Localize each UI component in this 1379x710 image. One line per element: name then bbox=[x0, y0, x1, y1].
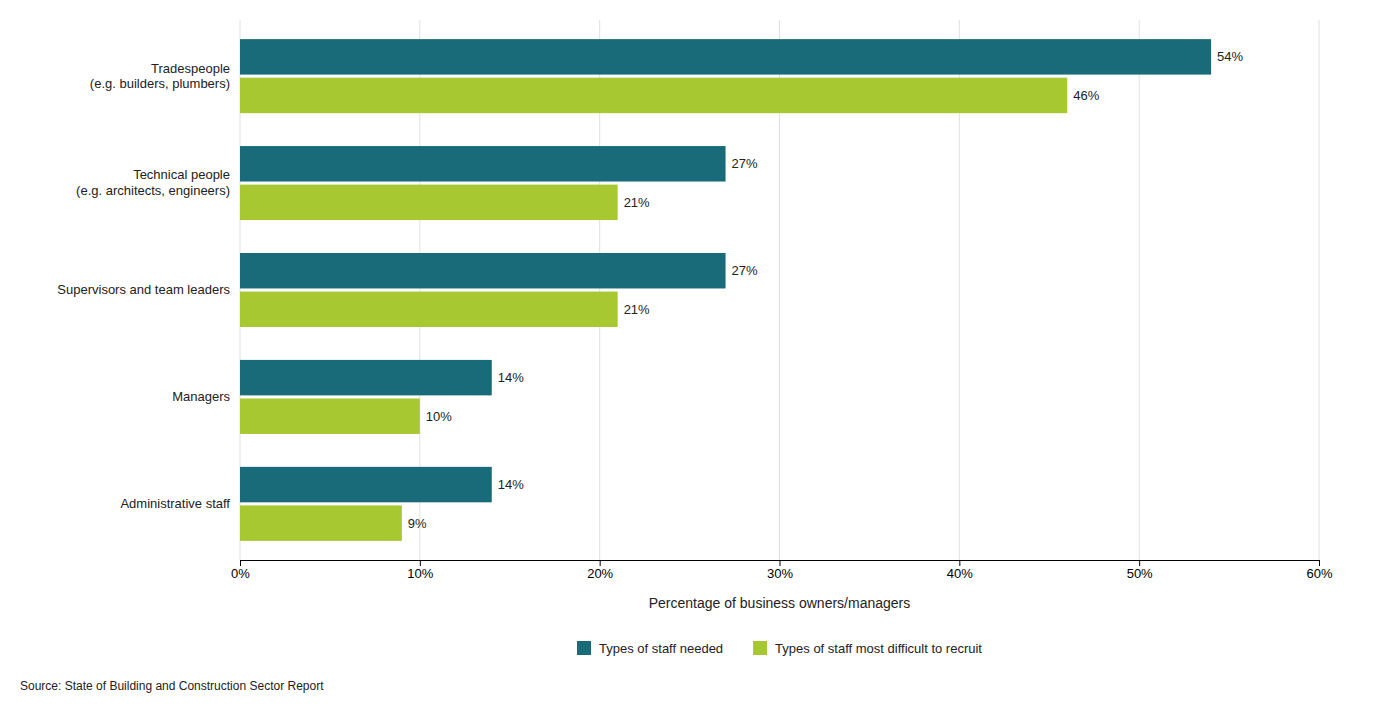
x-tick-mark bbox=[240, 560, 241, 566]
y-tick-label-line: Managers bbox=[172, 389, 230, 404]
y-tick: Tradespeople(e.g. builders, plumbers) bbox=[90, 60, 240, 91]
y-tick-label: Administrative staff bbox=[120, 496, 230, 511]
y-tick-label-line: Tradespeople bbox=[151, 60, 230, 75]
grid bbox=[240, 20, 1319, 560]
bar-series bbox=[240, 39, 1211, 502]
data-label: 14% bbox=[498, 477, 524, 492]
y-tick: Managers bbox=[172, 389, 240, 404]
bar bbox=[240, 146, 726, 181]
y-tick: Technical people(e.g. architects, engine… bbox=[76, 167, 240, 198]
legend-label: Types of staff needed bbox=[599, 641, 723, 656]
x-tick: 10% bbox=[407, 560, 433, 581]
y-tick-label-line: (e.g. builders, plumbers) bbox=[90, 76, 230, 91]
bar-series bbox=[240, 78, 1067, 541]
bar bbox=[240, 253, 726, 288]
plot: 14% 14% 27% 27% 54% 9% 10% 21% 21% 46% 0% 10% 20% 30%… bbox=[57, 20, 1333, 611]
legend-label: Types of staff most difficult to recruit bbox=[775, 641, 982, 656]
annotation: Source: State of Building and Constructi… bbox=[20, 679, 324, 693]
x-tick-mark bbox=[420, 560, 421, 566]
x-tick: 30% bbox=[767, 560, 793, 581]
x-tick-label: 60% bbox=[1306, 566, 1332, 581]
x-tick: 50% bbox=[1127, 560, 1153, 581]
y-tick-label: Supervisors and team leaders bbox=[57, 282, 230, 297]
x-tick-label: 0% bbox=[231, 566, 250, 581]
x-axis-title: Percentage of business owners/managers bbox=[649, 595, 910, 611]
y-tick-label-line: (e.g. architects, engineers) bbox=[76, 183, 230, 198]
bar bbox=[240, 467, 492, 502]
x-tick: 20% bbox=[587, 560, 613, 581]
y-tick-label: Technical people(e.g. architects, engine… bbox=[76, 167, 230, 198]
x-tick-label: 10% bbox=[407, 566, 433, 581]
y-axis: Tradespeople(e.g. builders, plumbers) Tec… bbox=[57, 60, 240, 511]
y-tick-label-line: Administrative staff bbox=[120, 496, 230, 511]
data-label: 27% bbox=[732, 263, 758, 278]
x-tick-mark bbox=[959, 560, 960, 566]
x-tick: 40% bbox=[947, 560, 973, 581]
legend: Types of staff needed Types of staff most… bbox=[577, 641, 982, 656]
x-axis-line bbox=[241, 561, 1320, 567]
data-label: 9% bbox=[408, 516, 427, 531]
chart: 14% 14% 27% 27% 54% 9% 10% 21% 21% 46% 0% 10% 20% 30%… bbox=[0, 0, 1379, 710]
x-tick: 0% bbox=[231, 560, 250, 581]
y-tick-label: Tradespeople(e.g. builders, plumbers) bbox=[90, 60, 230, 91]
y-tick-label-line: Supervisors and team leaders bbox=[57, 282, 230, 297]
data-label: 46% bbox=[1073, 88, 1099, 103]
x-axis: 0% 10% 20% 30% 40% 50% 60% bbox=[231, 560, 1333, 581]
y-tick-label: Managers bbox=[172, 389, 230, 404]
bars bbox=[240, 39, 1211, 541]
x-tick: 60% bbox=[1306, 560, 1332, 581]
bar bbox=[240, 505, 402, 540]
legend-item: Types of staff needed bbox=[577, 641, 723, 656]
grid-line bbox=[1139, 20, 1140, 560]
grid-line bbox=[1319, 20, 1320, 560]
bar bbox=[240, 398, 420, 433]
x-tick-label: 30% bbox=[767, 566, 793, 581]
legend-swatch bbox=[577, 641, 591, 655]
x-tick-label: 40% bbox=[947, 566, 973, 581]
data-label: 27% bbox=[732, 156, 758, 171]
x-tick-mark bbox=[1319, 560, 1320, 566]
data-label: 54% bbox=[1217, 49, 1243, 64]
y-tick-label-line: Technical people bbox=[133, 167, 230, 182]
x-tick-label: 20% bbox=[587, 566, 613, 581]
bar bbox=[240, 39, 1211, 74]
bar bbox=[240, 292, 618, 327]
data-label: 21% bbox=[624, 302, 650, 317]
data-labels: 14% 14% 27% 27% 54% 9% 10% 21% 21% 46% bbox=[408, 49, 1244, 530]
legend-item: Types of staff most difficult to recruit bbox=[753, 641, 982, 656]
bar bbox=[240, 360, 492, 395]
x-tick-mark bbox=[600, 560, 601, 566]
bar bbox=[240, 78, 1067, 113]
legend-swatch bbox=[753, 641, 767, 655]
bar bbox=[240, 185, 618, 220]
data-label: 21% bbox=[624, 195, 650, 210]
y-tick: Administrative staff bbox=[120, 496, 240, 511]
x-tick-label: 50% bbox=[1127, 566, 1153, 581]
x-tick-mark bbox=[780, 560, 781, 566]
x-tick-mark bbox=[1139, 560, 1140, 566]
y-tick: Supervisors and team leaders bbox=[57, 282, 240, 297]
data-label: 10% bbox=[426, 409, 452, 424]
data-label: 14% bbox=[498, 370, 524, 385]
